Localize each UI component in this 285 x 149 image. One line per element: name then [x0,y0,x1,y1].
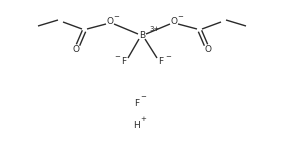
Text: −: − [165,54,171,60]
Text: O: O [170,17,178,27]
Text: O: O [107,17,113,27]
Text: F: F [135,98,140,107]
Text: O: O [205,45,211,53]
Text: −: − [177,14,183,20]
Text: +: + [140,116,146,122]
Text: −: − [140,94,146,100]
Text: B: B [139,31,145,39]
Text: H: H [134,121,141,129]
Text: −: − [114,54,120,60]
Text: F: F [158,58,164,66]
Text: F: F [121,58,127,66]
Text: −: − [113,14,119,20]
Text: 3+: 3+ [149,26,159,32]
Text: O: O [72,45,80,53]
